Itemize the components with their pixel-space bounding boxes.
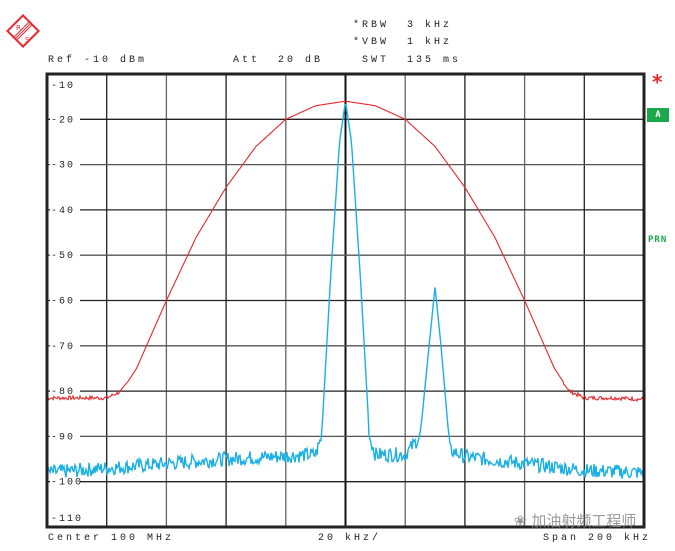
svg-text:-50: -50 xyxy=(51,251,75,262)
svg-text:-20: -20 xyxy=(51,115,75,126)
division-label: 20 kHz/ xyxy=(318,533,382,544)
svg-text:S: S xyxy=(25,36,30,44)
watermark-text: 加油射频工程师 xyxy=(531,512,637,530)
rohde-schwarz-logo: R S xyxy=(6,14,40,48)
svg-text:-110: -110 xyxy=(51,514,83,525)
blue-trace xyxy=(46,103,645,479)
span-label: Span 200 kHz xyxy=(543,533,652,544)
rbw-label: *RBW 3 kHz xyxy=(353,20,453,31)
svg-text:-80: -80 xyxy=(51,387,75,398)
trace-a-badge: A xyxy=(647,108,669,122)
red-trace xyxy=(46,100,645,402)
modified-settings-star-icon: * xyxy=(652,70,663,94)
svg-text:-60: -60 xyxy=(51,297,75,308)
svg-text:-70: -70 xyxy=(51,342,75,353)
ref-level-label: Ref -10 dBm xyxy=(48,55,148,66)
y-axis-labels: -10 -20 -30 -40 -50 -60 -70 -80 -90 -100 -110 xyxy=(50,80,83,525)
attenuation-label: Att 20 dB xyxy=(233,55,324,66)
svg-text:-100: -100 xyxy=(51,478,83,489)
svg-text:-40: -40 xyxy=(51,206,75,217)
svg-text:-30: -30 xyxy=(51,161,75,172)
watermark: ❀ 加油射频工程师 xyxy=(514,510,636,531)
swt-label: SWT 135 ms xyxy=(353,55,462,66)
vbw-label: *VBW 1 kHz xyxy=(353,37,453,48)
svg-text:-90: -90 xyxy=(51,432,75,443)
grid xyxy=(47,74,644,527)
plot-frame xyxy=(45,72,646,529)
wechat-icon: ❀ xyxy=(514,512,527,530)
svg-text:-10: -10 xyxy=(51,81,75,92)
prn-label: PRN xyxy=(648,235,668,245)
svg-text:R: R xyxy=(16,24,21,32)
center-frequency-label: Center 100 MHz xyxy=(48,533,175,544)
